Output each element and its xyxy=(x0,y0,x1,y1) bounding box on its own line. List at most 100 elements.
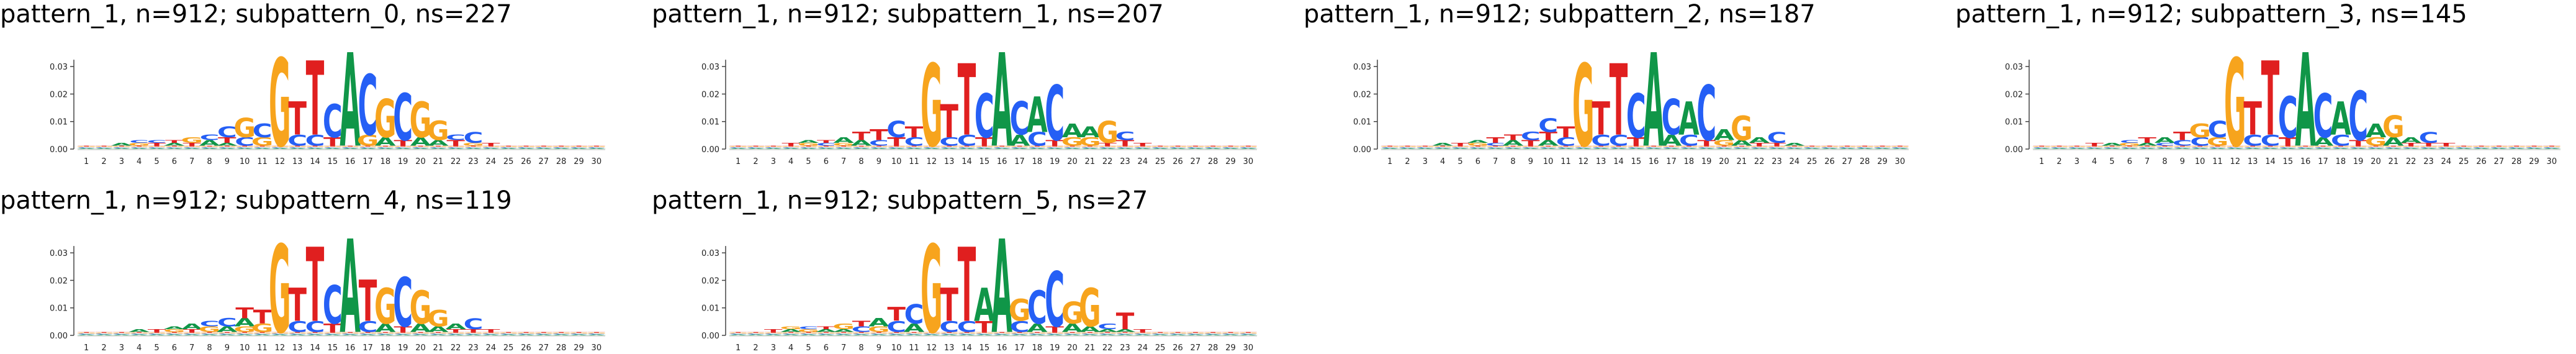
logo-letter-T: T xyxy=(183,145,200,147)
x-tick-label: 26 xyxy=(2476,157,2487,166)
logo-letter-A: A xyxy=(1767,148,1787,149)
logo-letter-T: T xyxy=(923,145,940,147)
logo-letter-A: A xyxy=(904,321,925,334)
x-tick-label: 2 xyxy=(753,157,758,166)
x-tick-label: 2 xyxy=(753,343,758,353)
x-tick-label: 3 xyxy=(119,343,124,353)
logo-letter-A: A xyxy=(2261,148,2281,149)
x-tick-label: 16 xyxy=(997,157,1007,166)
logo-letter-A: A xyxy=(2225,148,2245,149)
logo-letter-G: G xyxy=(1731,146,1752,147)
logo-letter-C: C xyxy=(218,147,236,148)
logo-letter-C: C xyxy=(376,334,395,335)
logo-letter-T: T xyxy=(148,142,166,147)
logo-letter-T: T xyxy=(1099,332,1116,333)
logo-letter-A: A xyxy=(376,334,395,335)
logo-letter-G: G xyxy=(1062,332,1083,334)
logo-letter-G: G xyxy=(181,146,202,147)
logo-letter-A: A xyxy=(323,334,343,335)
x-tick-label: 20 xyxy=(415,157,426,166)
logo-letter-T: T xyxy=(130,332,148,333)
logo-letter-G: G xyxy=(1714,146,1735,147)
logo-letter-G: G xyxy=(1009,146,1030,147)
logo-letter-G: G xyxy=(1238,146,1259,147)
logo-letter-G: G xyxy=(586,332,607,334)
logo-letter-C: C xyxy=(2120,147,2139,148)
logo-letter-T: T xyxy=(517,145,534,147)
logo-letter-G: G xyxy=(1854,146,1875,147)
logo-letter-A: A xyxy=(340,334,360,335)
logo-letter-G: G xyxy=(1062,146,1083,147)
logo-letter-T: T xyxy=(464,332,482,333)
logo-letter-C: C xyxy=(1239,147,1258,148)
logo-letter-C: C xyxy=(2243,132,2263,149)
logo-letter-C: C xyxy=(376,147,395,148)
logo-letter-G: G xyxy=(1626,146,1647,147)
logo-letter-A: A xyxy=(112,148,132,149)
x-tick-label: 14 xyxy=(310,157,320,166)
logo-letter-T: T xyxy=(2050,145,2068,147)
logo-letter-G: G xyxy=(128,146,150,147)
logo-letter-C: C xyxy=(2313,147,2332,148)
logo-letter-T: T xyxy=(1786,145,1803,147)
logo-letter-C: C xyxy=(2243,147,2262,148)
x-tick-label: 12 xyxy=(927,157,937,166)
logo-letter-C: C xyxy=(358,334,377,335)
panel-title: pattern_1, n=912; subpattern_3, ns=145 xyxy=(1955,0,2467,29)
logo-letter-C: C xyxy=(817,147,835,148)
x-tick-label: 29 xyxy=(1225,157,1236,166)
logo-letter-T: T xyxy=(236,145,253,147)
logo-letter-A: A xyxy=(1678,93,1700,146)
x-tick-label: 21 xyxy=(2389,157,2399,166)
x-tick-label: 14 xyxy=(2265,157,2276,166)
logo-letter-G: G xyxy=(163,329,186,333)
logo-letter-T: T xyxy=(1011,145,1028,147)
logo-letter-G: G xyxy=(94,332,115,334)
logo-letter-A: A xyxy=(516,148,536,149)
logo-letter-T: T xyxy=(2261,145,2279,147)
logo-letter-C: C xyxy=(499,147,518,148)
logo-letter-G: G xyxy=(392,332,413,334)
x-tick-label: 13 xyxy=(292,157,303,166)
logo-letter-C: C xyxy=(2279,147,2297,148)
x-tick-label: 13 xyxy=(1596,157,1606,166)
logo-letter-C: C xyxy=(411,147,430,148)
logo-letter-G: G xyxy=(1220,146,1241,147)
logo-letter-G: G xyxy=(480,332,502,334)
x-tick-label: 12 xyxy=(275,157,286,166)
logo-letter-T: T xyxy=(2244,145,2261,147)
logo-letter-T: T xyxy=(1081,332,1099,333)
logo-letter-C: C xyxy=(764,147,783,148)
logo-letter-T: T xyxy=(2455,145,2472,147)
x-tick-label: 28 xyxy=(1208,343,1218,353)
logo-letter-G: G xyxy=(1009,293,1031,328)
logo-letter-C: C xyxy=(2419,147,2438,148)
logo-letter-G: G xyxy=(886,146,907,147)
logo-letter-C: C xyxy=(147,147,166,148)
logo-letter-T: T xyxy=(2138,145,2156,147)
logo-letter-T: T xyxy=(1204,145,1222,147)
logo-letter-C: C xyxy=(552,334,570,335)
logo-letter-C: C xyxy=(271,147,289,148)
logo-letter-C: C xyxy=(1186,334,1205,335)
logo-letter-A: A xyxy=(1027,321,1048,334)
logo-letter-G: G xyxy=(305,146,326,147)
logo-letter-C: C xyxy=(271,334,289,335)
logo-letter-A: A xyxy=(235,334,254,335)
logo-letter-G: G xyxy=(340,332,361,334)
logo-letter-C: C xyxy=(1485,142,1505,147)
logo-letter-T: T xyxy=(1803,145,1821,147)
logo-letter-G: G xyxy=(2137,146,2158,147)
logo-letter-C: C xyxy=(1063,334,1081,335)
logo-letter-A: A xyxy=(1150,148,1170,149)
x-tick-label: 23 xyxy=(468,343,479,353)
logo-letter-C: C xyxy=(957,132,977,149)
logo-letter-A: A xyxy=(1521,148,1541,149)
logo-letter-T: T xyxy=(2227,145,2244,147)
logo-letter-T: T xyxy=(747,145,764,147)
logo-letter-G: G xyxy=(991,332,1012,334)
logo-letter-C: C xyxy=(516,147,535,148)
logo-letter-C: C xyxy=(975,334,994,335)
logo-letter-A: A xyxy=(164,142,185,147)
logo-letter-T: T xyxy=(2173,130,2192,143)
